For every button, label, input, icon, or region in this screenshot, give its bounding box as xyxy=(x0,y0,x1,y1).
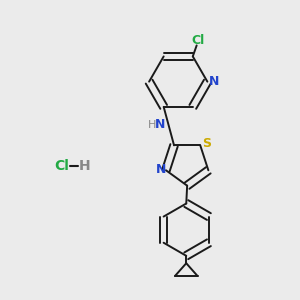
Text: N: N xyxy=(155,163,166,176)
Text: H: H xyxy=(79,159,90,173)
Text: S: S xyxy=(202,137,211,150)
Text: N: N xyxy=(155,118,165,131)
Text: N: N xyxy=(209,75,219,88)
Text: Cl: Cl xyxy=(54,159,69,173)
Text: Cl: Cl xyxy=(191,34,205,46)
Text: H: H xyxy=(148,120,157,130)
